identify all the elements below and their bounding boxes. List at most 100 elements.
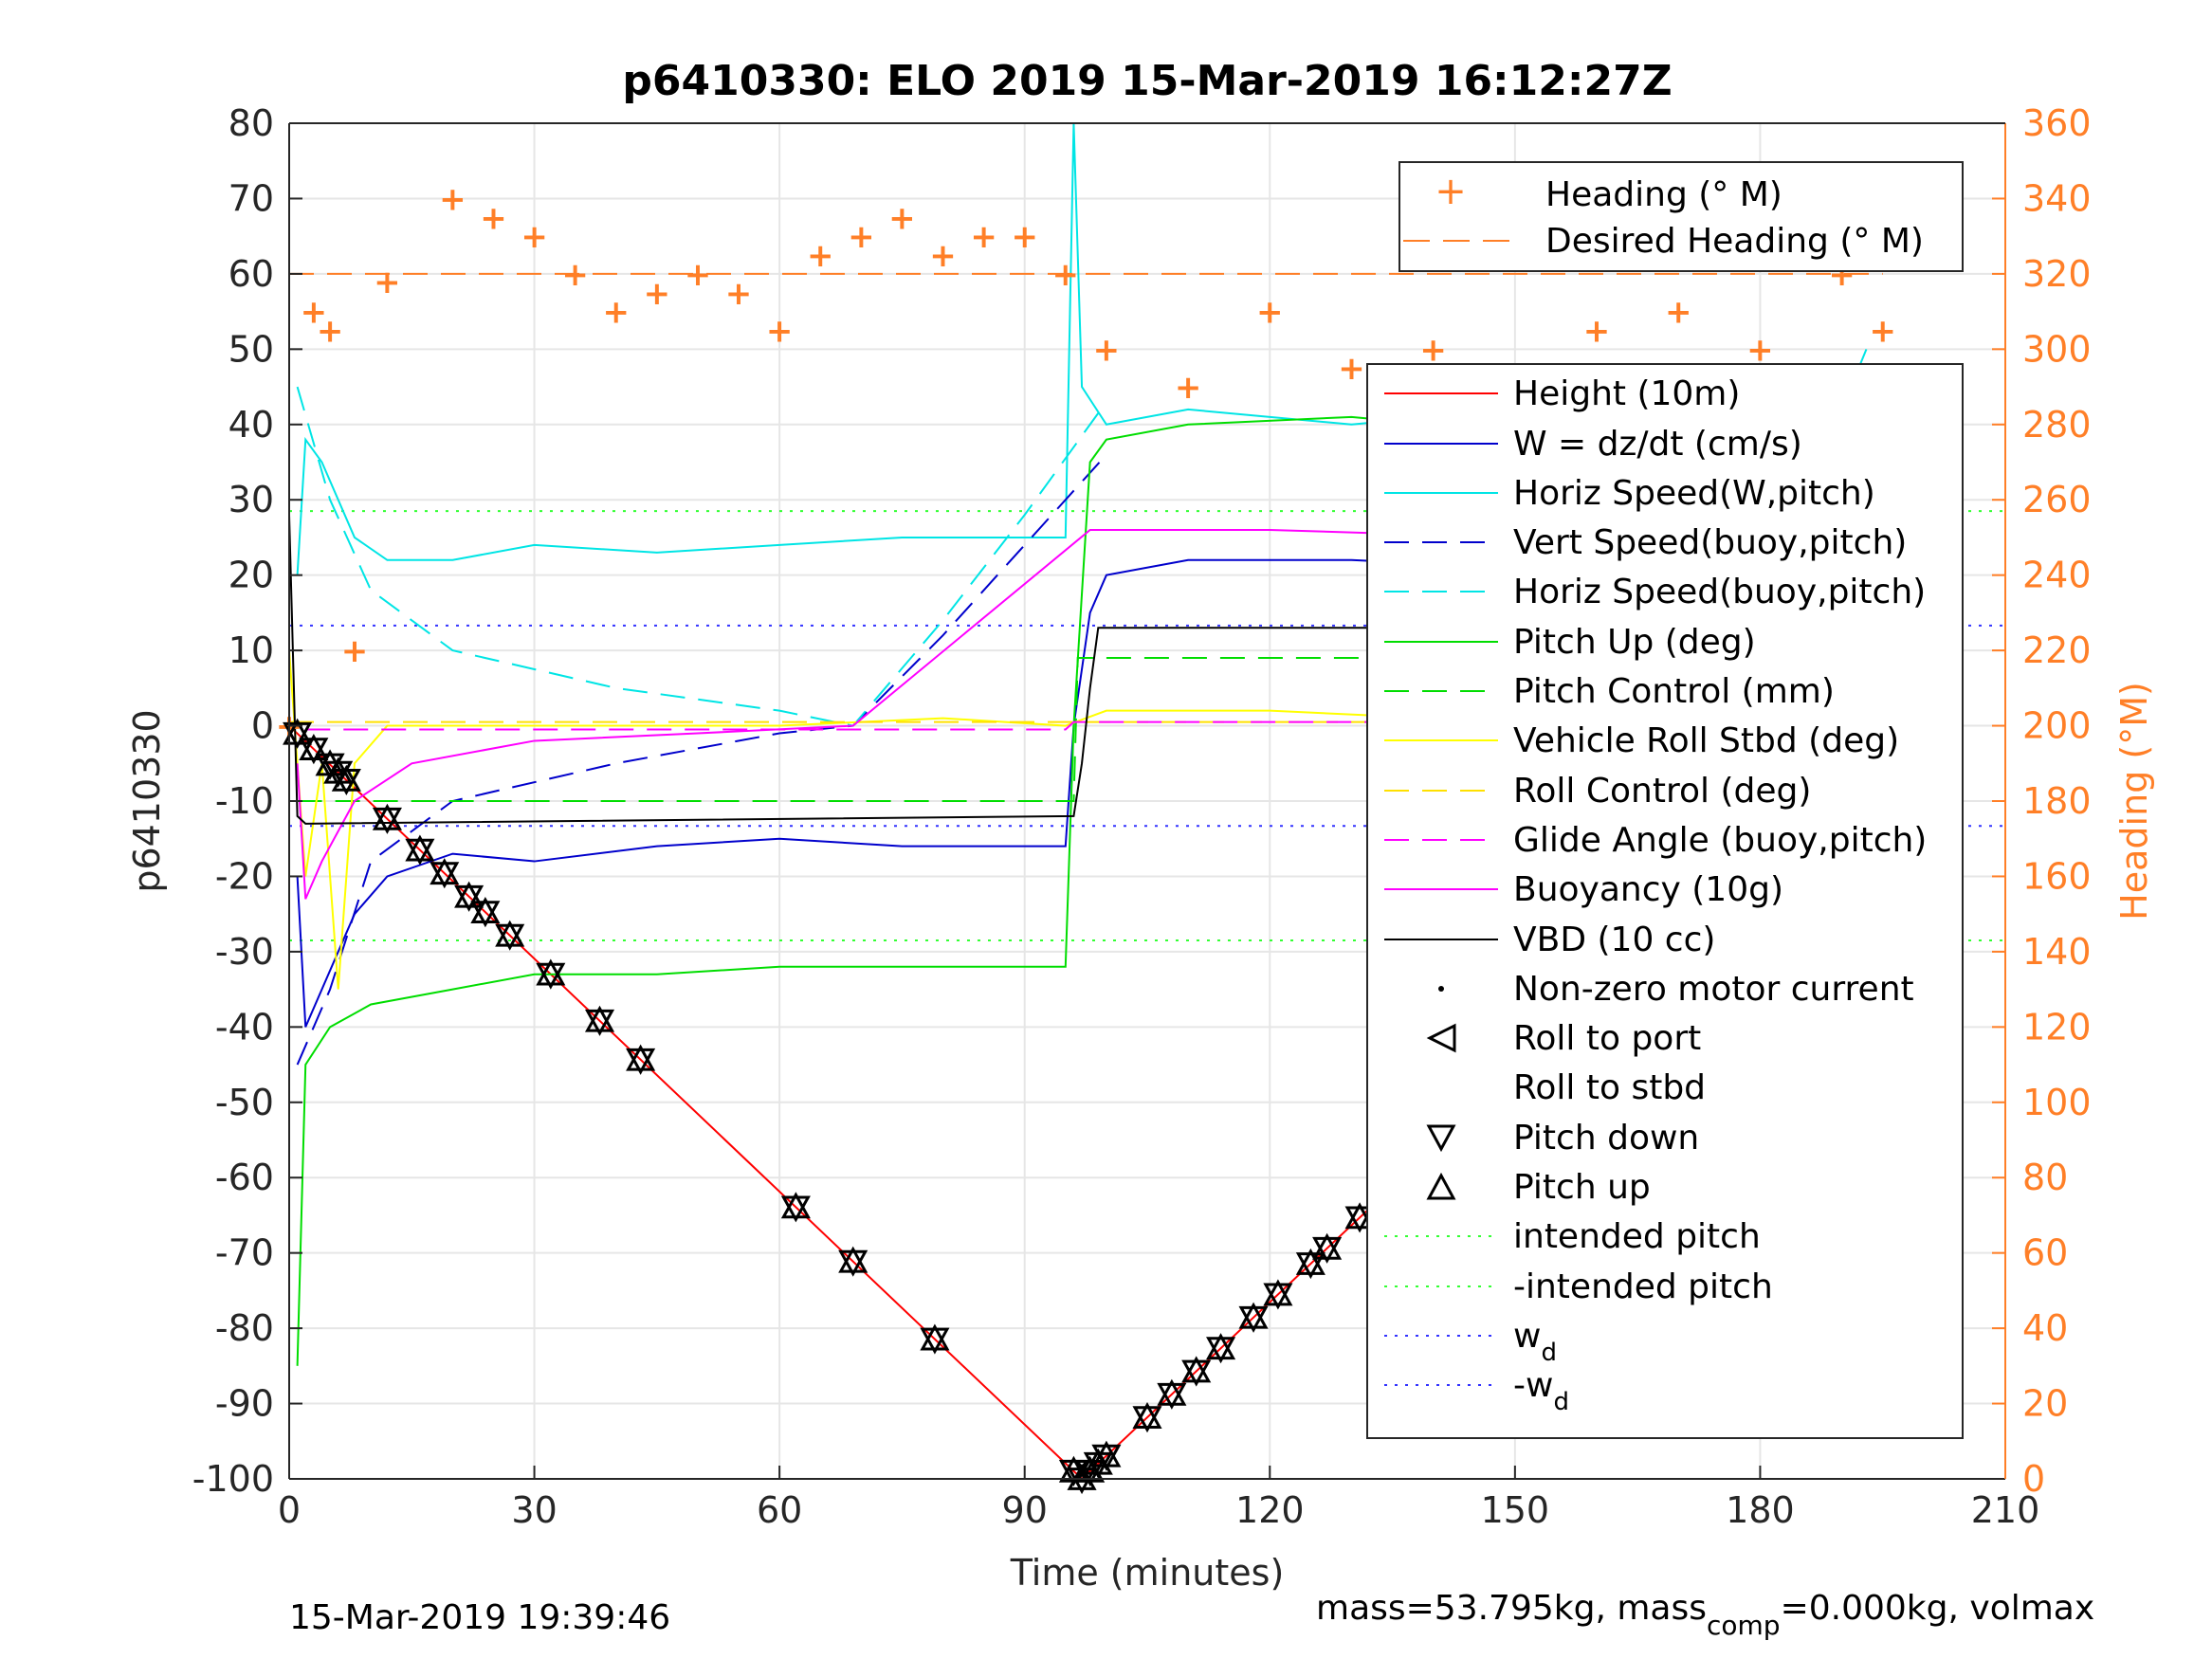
footer-timestamp: 15-Mar-2019 19:39:46 [289,1598,670,1637]
x-tick-label: 150 [1481,1489,1550,1531]
pitch-down-marker [454,884,484,912]
heading-point: + [439,180,466,218]
footer-mass-prefix: mass=53.795kg, mass [1316,1589,1707,1628]
legend-wd-base: w [1513,1317,1541,1356]
axes: 0 30 60 90 120 150 180 210-100-90-80-70-60-50-4… [192,102,2092,1531]
pitch-down-marker [838,1249,868,1277]
pitch-down-marker [1295,1252,1325,1280]
pitch-down-marker [405,838,435,866]
y-tick-label: -50 [215,1082,274,1123]
y-right-tick-label: 200 [2022,705,2092,747]
heading-point: + [1583,312,1611,350]
heading-point: + [317,312,344,350]
pitch-down-marker [1132,1406,1162,1433]
heading-point: + [374,264,401,301]
chart-title: p6410330: ELO 2019 15-Mar-2019 16:12:27Z [622,57,1672,105]
y-right-tick-label: 60 [2022,1232,2068,1274]
legend-roll-control: Roll Control (deg) [1513,772,1811,811]
pitch-down-marker [1181,1359,1212,1387]
y-right-tick-label: 360 [2022,102,2092,144]
y-right-tick-label: 220 [2022,629,2092,671]
heading-point: + [644,275,671,313]
pitch-down-marker [536,962,566,990]
legend-wd: wd [1513,1317,1557,1367]
legend-horiz-buoy: Horiz Speed(buoy,pitch) [1513,573,1926,611]
pitch-down-marker [1312,1236,1343,1264]
y-right-tick-label: 0 [2022,1458,2045,1500]
y-right-tick-label: 300 [2022,328,2092,370]
heading-point: + [1869,312,1896,350]
heading-point: + [848,218,875,256]
x-tick-label: 210 [1971,1489,2040,1531]
legend-vert-buoy: Vert Speed(buoy,pitch) [1513,523,1907,562]
pitch-down-marker [584,1009,615,1036]
footer-mass-suffix: =0.000kg, volmax [1781,1589,2095,1628]
y-right-tick-label: 240 [2022,555,2092,596]
y-right-tick-label: 280 [2022,404,2092,446]
heading-point: + [766,312,794,350]
heading-point: + [1011,218,1038,256]
heading-point: + [807,237,834,275]
motor-current-legend-sample [1438,986,1444,992]
pitch-down-marker [470,901,501,928]
legend-buoyancy: Buoyancy (10g) [1513,870,1783,909]
legend-pitch-up-marker: Pitch up [1513,1168,1651,1207]
y-tick-label: -40 [215,1006,274,1048]
y-axis-right-label: Heading (°M) [2113,682,2155,921]
y-tick-label: 40 [229,404,274,446]
vert_buoy-series-line [296,453,1107,1066]
y-axis-label: p6410330 [126,709,168,892]
heading-point: + [1419,331,1447,369]
heading-point: + [341,632,369,670]
footer-mass-sub: comp [1707,1610,1781,1641]
legend-neg-wd-sub: d [1553,1388,1569,1416]
legend-roll: Vehicle Roll Stbd (deg) [1513,721,1899,760]
x-tick-label: 90 [1002,1489,1048,1531]
y-right-tick-label: 320 [2022,253,2092,295]
heading-point: + [1665,294,1692,332]
heading-point: + [1338,350,1365,388]
heading-legend: + Heading (° M) Desired Heading (° M) [1398,161,1964,272]
y-tick-label: 60 [229,253,274,295]
y-right-tick-label: 100 [2022,1082,2092,1123]
heading-point: + [521,218,548,256]
y-tick-label: -20 [215,855,274,897]
legend-neg-wd-base: -w [1513,1366,1553,1405]
y-tick-label: 10 [229,629,274,671]
roll-port-legend-sample [1426,1023,1456,1053]
y-right-tick-label: 260 [2022,479,2092,520]
pitch-down-marker [1206,1337,1236,1364]
legend-neg-intended-pitch: -intended pitch [1513,1267,1773,1306]
x-tick-label: 180 [1726,1489,1795,1531]
legend-intended-pitch: intended pitch [1513,1217,1761,1256]
x-tick-label: 120 [1235,1489,1305,1531]
pitch-down-marker [430,862,460,889]
x-axis-label: Time (minutes) [1010,1552,1285,1594]
heading-point: + [1175,369,1202,407]
heading-legend-box [1398,161,1964,272]
heading-legend-marker: + [1435,170,1467,213]
legend-roll-stbd: Roll to stbd [1513,1068,1706,1107]
y-tick-label: -100 [192,1458,274,1500]
pitch-down-marker [331,768,361,795]
legend-wd-sub: d [1541,1339,1557,1367]
pitch-down-marker [626,1048,656,1075]
pitch-down-marker [1157,1382,1187,1410]
legend-w: W = dz/dt (cm/s) [1513,425,1802,464]
heading-point: + [1093,331,1121,369]
heading-point: + [603,294,631,332]
legend-vbd: VBD (10 cc) [1513,921,1715,959]
y-tick-label: 70 [229,177,274,219]
footer-mass-info: mass=53.795kg, masscomp=0.000kg, volmax [1316,1589,2094,1641]
y-tick-label: -60 [215,1157,274,1198]
legend-heading: Heading (° M) [1545,175,1782,214]
legend-height: Height (10m) [1513,374,1740,413]
pitch-down-marker [920,1327,950,1355]
pitch-down-marker [283,721,313,749]
legend-desired-heading: Desired Heading (° M) [1545,222,1924,261]
y-tick-label: 50 [229,328,274,370]
heading-point: + [970,218,997,256]
y-tick-label: -80 [215,1307,274,1349]
y-tick-label: -10 [215,780,274,822]
y-right-tick-label: 340 [2022,177,2092,219]
